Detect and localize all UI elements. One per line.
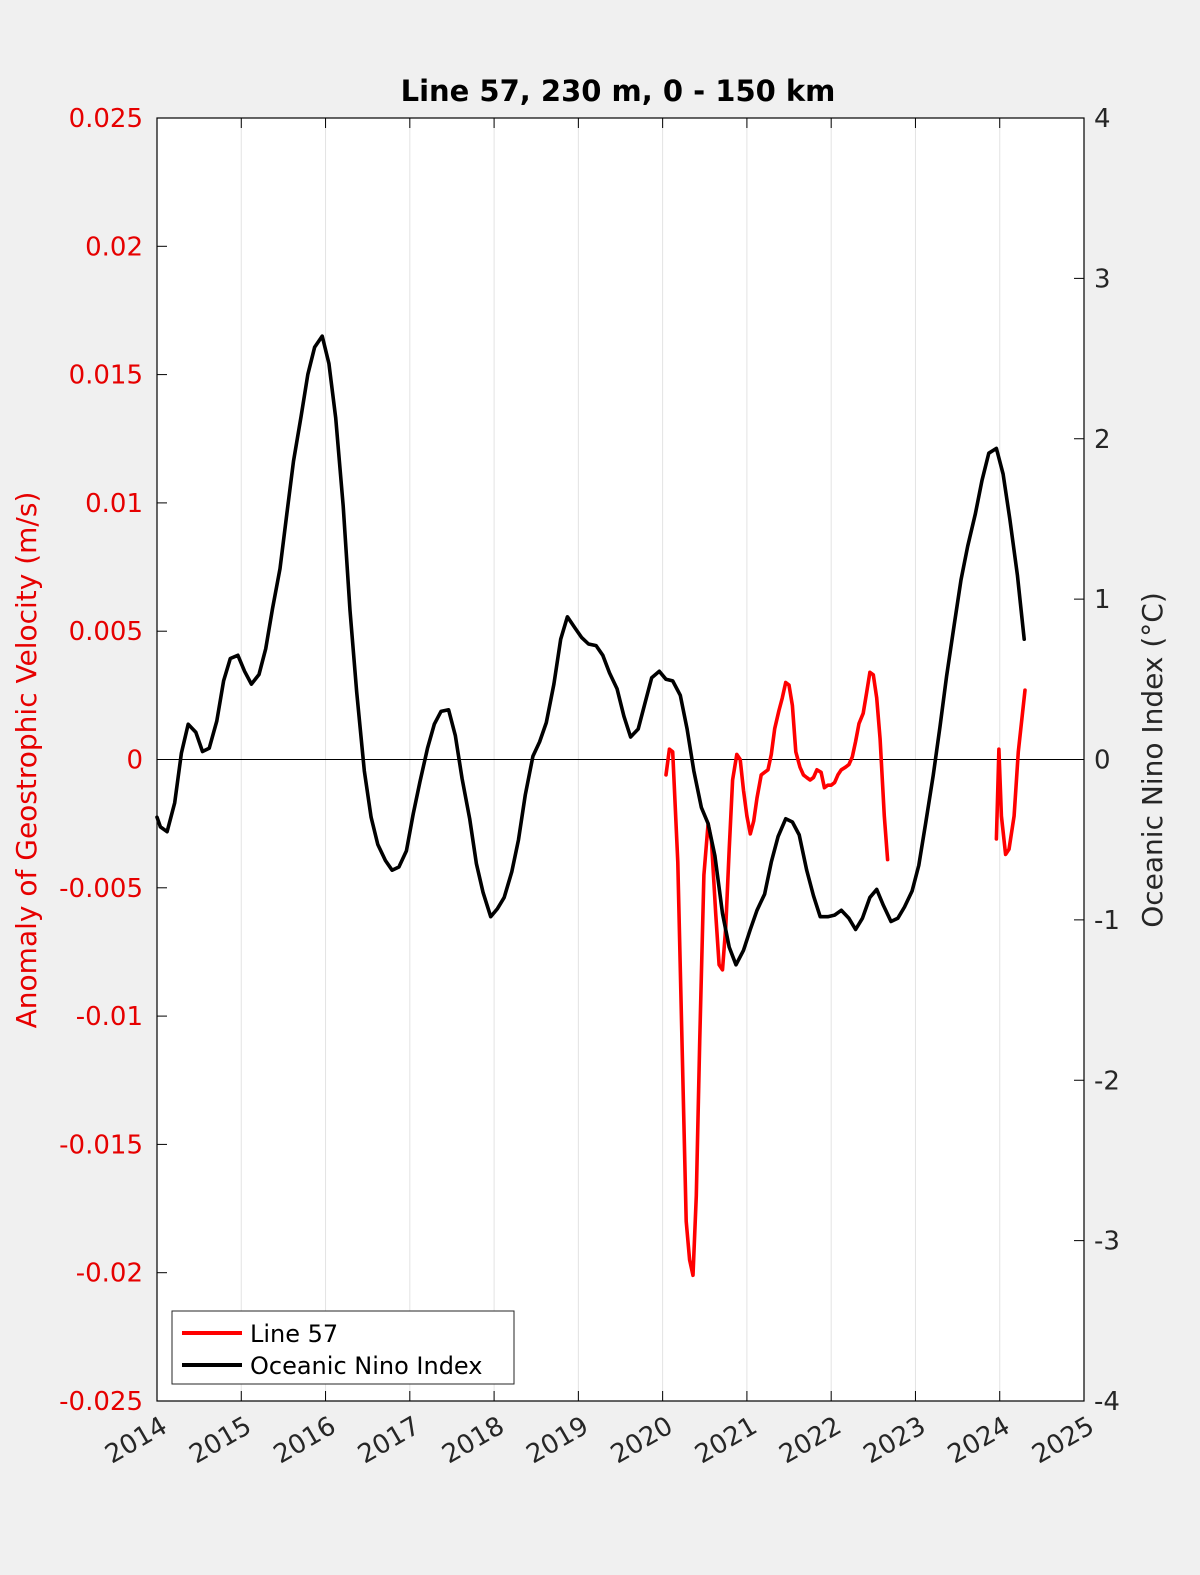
right-axis-label: Oceanic Nino Index (°C) xyxy=(1136,592,1169,928)
x-tick-label: 2014 xyxy=(100,1411,172,1470)
right-tick-label: -1 xyxy=(1094,906,1120,936)
series-line-line-57 xyxy=(664,670,890,1278)
right-tick-label: 4 xyxy=(1094,104,1111,134)
x-tick-label: 2024 xyxy=(943,1411,1015,1470)
series-line-oceanic-nino-index xyxy=(155,334,1026,967)
x-tick-label: 2022 xyxy=(774,1411,846,1470)
left-axis: 0.025 0.02 0.015 0.01 0.005 0 -0.005 -0.01 -0.01… xyxy=(59,104,167,1417)
series-line-line-57 xyxy=(994,688,1027,857)
x-tick-label: 2015 xyxy=(184,1411,256,1470)
right-tick-label: 0 xyxy=(1094,746,1111,776)
chart-title: Line 57, 230 m, 0 - 150 km xyxy=(401,74,836,108)
left-tick-label: -0.025 xyxy=(59,1387,143,1417)
legend: Line 57 Oceanic Nino Index xyxy=(171,1310,515,1385)
left-tick-label: -0.015 xyxy=(59,1130,143,1160)
right-tick-label: -3 xyxy=(1094,1227,1120,1257)
right-tick-label: 3 xyxy=(1094,264,1111,294)
x-tick-label: 2017 xyxy=(353,1411,425,1470)
legend-label-line-57: Line 57 xyxy=(250,1320,338,1348)
x-tick-label: 2025 xyxy=(1027,1411,1099,1470)
right-tick-label: 2 xyxy=(1094,425,1111,455)
left-tick-label: 0.02 xyxy=(85,232,143,262)
x-tick-label: 2016 xyxy=(269,1411,341,1470)
left-tick-label: 0.025 xyxy=(69,104,143,134)
left-tick-label: 0 xyxy=(126,746,143,776)
x-tick-label: 2023 xyxy=(859,1411,931,1470)
x-tick-label: 2020 xyxy=(606,1411,678,1470)
right-tick-label: -4 xyxy=(1094,1387,1120,1417)
legend-label-oni: Oceanic Nino Index xyxy=(250,1352,482,1380)
x-tick-label: 2021 xyxy=(690,1411,762,1470)
legend-box xyxy=(171,1310,515,1385)
left-tick-label: 0.005 xyxy=(69,617,143,647)
left-tick-label: -0.02 xyxy=(76,1259,143,1289)
right-tick-label: -2 xyxy=(1094,1066,1120,1096)
series-layer xyxy=(155,334,1027,1278)
left-tick-label: -0.005 xyxy=(59,874,143,904)
left-tick-label: 0.015 xyxy=(69,361,143,391)
right-axis: 4 3 2 1 0 -1 -2 -3 -4 xyxy=(1074,104,1120,1417)
x-tick-label: 2019 xyxy=(522,1411,594,1470)
right-tick-label: 1 xyxy=(1094,585,1111,615)
left-axis-label: Anomaly of Geostrophic Velocity (m/s) xyxy=(10,492,43,1029)
left-tick-label: 0.01 xyxy=(85,489,143,519)
left-tick-label: -0.01 xyxy=(76,1002,143,1032)
x-tick-label: 2018 xyxy=(437,1411,509,1470)
